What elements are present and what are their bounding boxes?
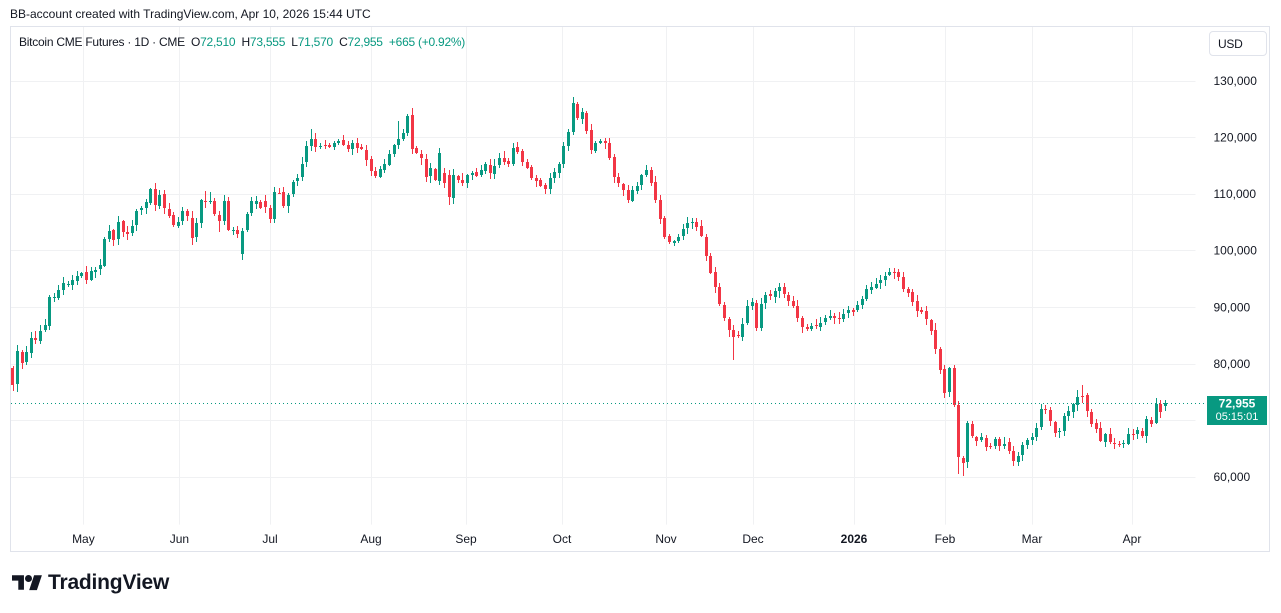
svg-text:Sep: Sep <box>455 532 477 546</box>
svg-text:05:15:01: 05:15:01 <box>1216 411 1259 423</box>
svg-text:60,000: 60,000 <box>1214 470 1251 484</box>
svg-text:May: May <box>72 532 95 546</box>
svg-text:Jun: Jun <box>170 532 189 546</box>
svg-text:Oct: Oct <box>553 532 572 546</box>
svg-text:Feb: Feb <box>935 532 956 546</box>
svg-text:120,000: 120,000 <box>1214 131 1258 145</box>
svg-text:Aug: Aug <box>360 532 381 546</box>
svg-text:110,000: 110,000 <box>1214 187 1257 201</box>
svg-text:Apr: Apr <box>1123 532 1142 546</box>
svg-text:100,000: 100,000 <box>1214 244 1258 258</box>
svg-text:80,000: 80,000 <box>1214 357 1251 371</box>
svg-text:Dec: Dec <box>742 532 763 546</box>
svg-text:130,000: 130,000 <box>1214 74 1258 88</box>
svg-text:Nov: Nov <box>655 532 676 546</box>
svg-text:90,000: 90,000 <box>1214 300 1251 314</box>
svg-text:2026: 2026 <box>841 532 868 546</box>
svg-text:Mar: Mar <box>1022 532 1043 546</box>
svg-text:Jul: Jul <box>262 532 277 546</box>
svg-text:72,955: 72,955 <box>1219 397 1256 411</box>
